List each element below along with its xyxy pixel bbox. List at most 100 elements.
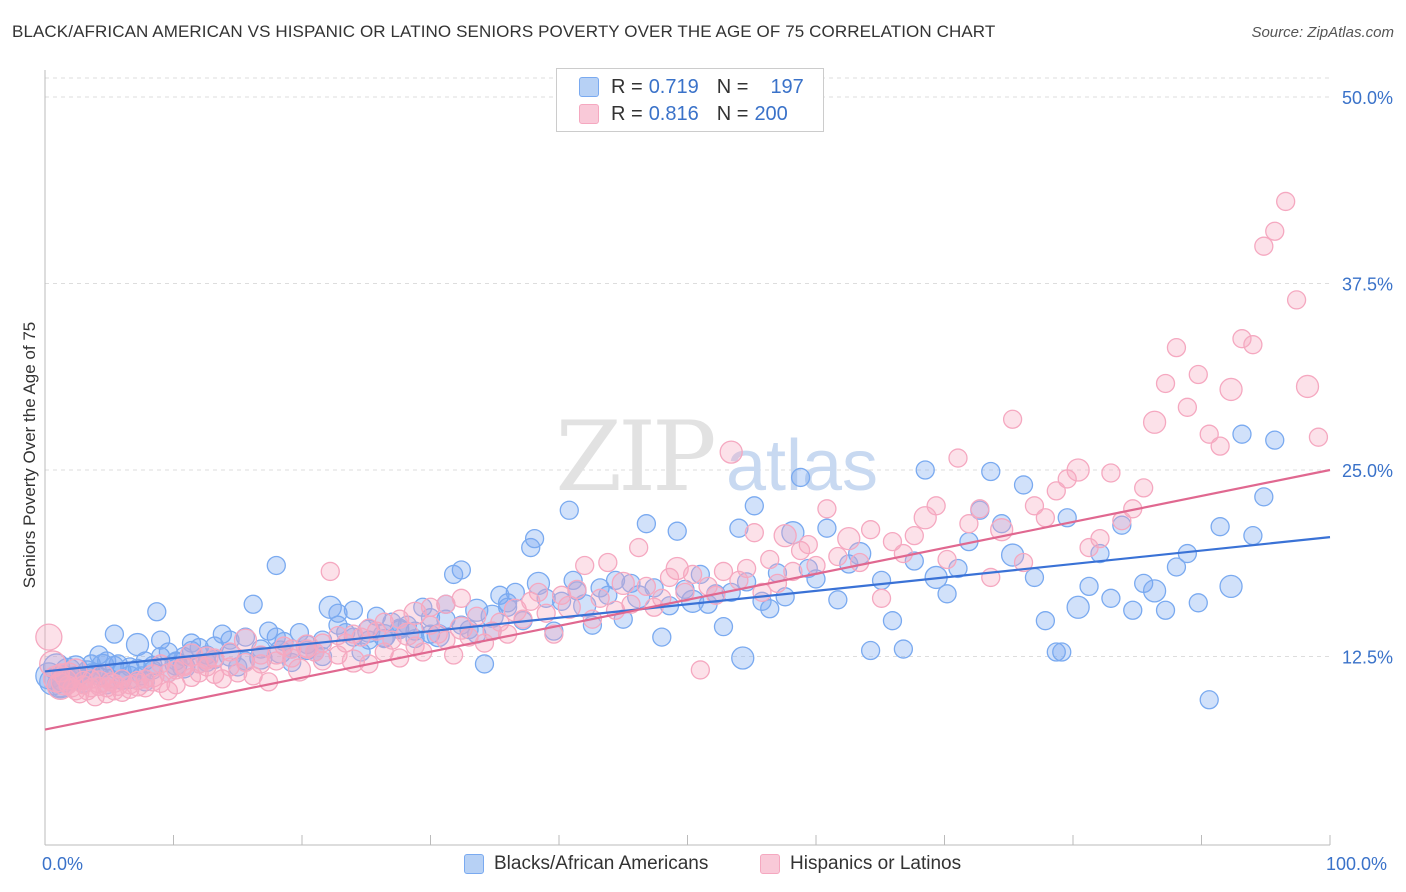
point-hispanics — [682, 564, 703, 585]
correlation-legend: R = 0.719 N = 197 R = 0.816 N = 200 — [556, 68, 824, 132]
point-blacks — [871, 570, 892, 591]
point-blacks — [524, 528, 545, 549]
point-blacks — [1155, 600, 1176, 620]
point-hispanics — [1166, 338, 1187, 358]
legend-r-label: R = — [611, 75, 643, 98]
point-blacks — [1013, 475, 1034, 495]
point-blacks — [351, 642, 371, 662]
point-hispanics — [112, 682, 132, 702]
point-blacks — [497, 597, 518, 617]
series-name: Hispanics or Latinos — [790, 853, 962, 874]
point-hispanics — [871, 588, 892, 608]
legend-n-label: N = — [716, 75, 749, 98]
point-hispanics — [235, 652, 256, 673]
legend-row-hispanics: R = 0.816 N = 200 — [579, 102, 788, 126]
point-hispanics — [135, 678, 155, 698]
point-blacks — [828, 590, 848, 610]
point-hispanics — [58, 675, 78, 695]
point-hispanics — [1155, 373, 1176, 394]
point-blacks — [636, 514, 657, 534]
point-blacks — [1166, 557, 1187, 577]
source-credit: Source: ZipAtlas.com — [1251, 24, 1394, 41]
point-blacks — [1112, 515, 1132, 535]
point-hispanics — [817, 499, 837, 519]
point-blacks — [374, 628, 394, 649]
point-blacks — [893, 639, 914, 659]
point-blacks — [760, 599, 780, 619]
bottom-legend-hispanics: Hispanics or Latinos — [760, 852, 961, 876]
y-tick-label: 25.0% — [1342, 461, 1393, 481]
point-blacks — [289, 622, 310, 643]
point-blacks — [1035, 611, 1056, 631]
point-hispanics — [1308, 427, 1329, 447]
point-hispanics — [1254, 236, 1274, 256]
point-hispanics — [1024, 496, 1045, 516]
point-blacks — [104, 624, 125, 644]
point-blacks — [559, 500, 579, 520]
point-hispanics — [850, 552, 870, 573]
point-hispanics — [575, 555, 595, 576]
point-blacks — [505, 582, 525, 602]
point-hispanics — [35, 623, 63, 651]
point-blacks — [1123, 600, 1143, 620]
trend-line-blacks — [44, 536, 1331, 673]
legend-r-label: R = — [611, 102, 643, 125]
point-hispanics — [659, 567, 680, 588]
point-hispanics — [744, 523, 764, 543]
point-blacks — [465, 598, 489, 622]
watermark-atlas: atlas — [726, 426, 878, 506]
point-blacks — [605, 570, 626, 591]
point-blacks — [1188, 593, 1208, 613]
point-hispanics — [959, 514, 979, 534]
point-blacks — [490, 585, 510, 605]
point-blacks — [266, 555, 286, 576]
point-hispanics — [773, 523, 797, 548]
point-blacks — [1265, 430, 1285, 450]
point-blacks — [1090, 543, 1110, 564]
point-hispanics — [204, 664, 225, 685]
point-blacks — [713, 617, 734, 637]
point-blacks — [981, 461, 1001, 482]
legend-n-value: 197 — [770, 75, 804, 98]
point-hispanics — [1177, 397, 1198, 417]
point-hispanics — [166, 675, 186, 695]
pink-swatch — [760, 854, 780, 874]
point-hispanics — [1276, 191, 1296, 212]
point-blacks — [1232, 424, 1252, 444]
point-hispanics — [893, 543, 914, 564]
point-blacks — [258, 621, 279, 641]
point-blacks — [1199, 690, 1219, 710]
y-axis-label: Seniors Poverty Over the Age of 75 — [20, 321, 39, 589]
point-blacks — [652, 627, 672, 647]
point-hispanics — [713, 561, 734, 582]
point-hispanics — [233, 628, 258, 652]
point-blacks — [212, 624, 232, 644]
point-hispanics — [1066, 458, 1090, 482]
point-hispanics — [937, 549, 957, 570]
point-blacks — [1046, 642, 1066, 662]
point-hispanics — [1232, 329, 1252, 349]
blue-swatch — [464, 854, 484, 874]
point-blacks — [860, 640, 881, 661]
point-blacks — [1254, 487, 1274, 507]
point-hispanics — [1142, 410, 1167, 434]
point-blacks — [937, 584, 957, 604]
point-hispanics — [1188, 364, 1208, 385]
point-hispanics — [1101, 463, 1121, 483]
point-hispanics — [1219, 377, 1243, 402]
point-blacks — [1210, 517, 1230, 537]
point-blacks — [343, 600, 364, 620]
point-blacks — [1066, 595, 1090, 619]
point-hispanics — [598, 552, 618, 573]
point-hispanics — [736, 558, 757, 579]
point-blacks — [790, 467, 811, 488]
point-hispanics — [1002, 409, 1023, 429]
x-tick-label-max: 100.0% — [1326, 854, 1388, 874]
point-blacks — [150, 646, 171, 667]
point-blacks — [744, 496, 764, 516]
point-blacks — [150, 630, 171, 650]
point-blacks — [590, 578, 610, 598]
point-blacks — [1000, 543, 1025, 567]
point-hispanics — [451, 588, 471, 608]
legend-n-value: 200 — [754, 102, 788, 125]
